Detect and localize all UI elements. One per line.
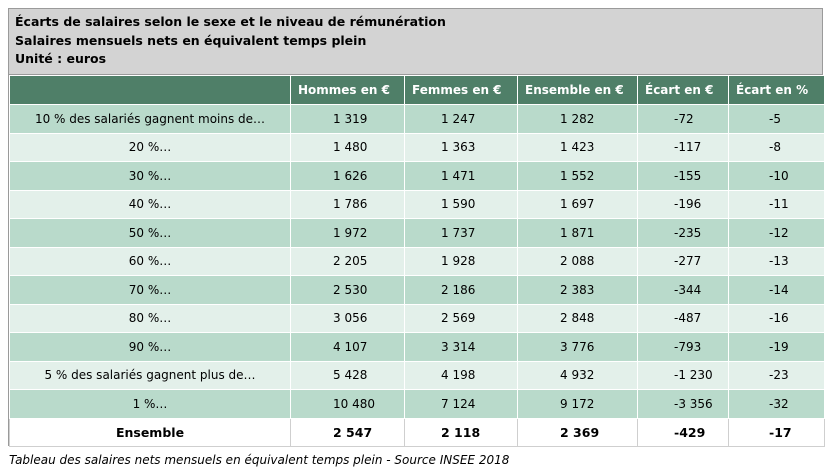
row-label: 30 %… bbox=[9, 161, 291, 191]
table-row: 80 %… 3 056 2 569 2 848 -487 -16 bbox=[9, 303, 825, 333]
table-row: 40 %… 1 786 1 590 1 697 -196 -11 bbox=[9, 189, 825, 219]
ecart-pct-cell: -14 bbox=[728, 275, 825, 305]
table-row: 90 %… 4 107 3 314 3 776 -793 -19 bbox=[9, 332, 825, 362]
ensemble-cell: 1 282 bbox=[517, 104, 638, 134]
table-row: 5 % des salariés gagnent plus de… 5 428 4 … bbox=[9, 360, 825, 390]
table-subtitle: Salaires mensuels nets en équivalent tem… bbox=[15, 32, 367, 48]
ecart-pct-cell: -5 bbox=[728, 104, 825, 134]
femmes-cell: 1 928 bbox=[404, 246, 518, 276]
femmes-cell: 1 737 bbox=[404, 218, 518, 248]
row-label: 10 % des salariés gagnent moins de… bbox=[9, 104, 291, 134]
total-ecart-pct-cell: -17 bbox=[728, 417, 825, 447]
hommes-cell: 10 480 bbox=[290, 389, 405, 419]
ensemble-cell: 2 848 bbox=[517, 303, 638, 333]
femmes-cell: 1 363 bbox=[404, 132, 518, 162]
table-row: 50 %… 1 972 1 737 1 871 -235 -12 bbox=[9, 218, 825, 248]
table-caption: Tableau des salaires nets mensuels en éq… bbox=[9, 453, 510, 467]
femmes-cell: 1 471 bbox=[404, 161, 518, 191]
ecart-euros-cell: -235 bbox=[637, 218, 729, 248]
femmes-cell: 4 198 bbox=[404, 360, 518, 390]
ensemble-cell: 9 172 bbox=[517, 389, 638, 419]
row-label: 50 %… bbox=[9, 218, 291, 248]
femmes-cell: 7 124 bbox=[404, 389, 518, 419]
ecart-pct-cell: -23 bbox=[728, 360, 825, 390]
ecart-euros-cell: -793 bbox=[637, 332, 729, 362]
ecart-euros-cell: -155 bbox=[637, 161, 729, 191]
row-label: 80 %… bbox=[9, 303, 291, 333]
hommes-cell: 1 480 bbox=[290, 132, 405, 162]
table-row: 70 %… 2 530 2 186 2 383 -344 -14 bbox=[9, 275, 825, 305]
hommes-cell: 5 428 bbox=[290, 360, 405, 390]
table-row: 60 %… 2 205 1 928 2 088 -277 -13 bbox=[9, 246, 825, 276]
column-header-ecart-euros: Écart en € bbox=[637, 75, 729, 105]
ensemble-cell: 1 871 bbox=[517, 218, 638, 248]
femmes-cell: 1 247 bbox=[404, 104, 518, 134]
ecart-pct-cell: -8 bbox=[728, 132, 825, 162]
total-row-label: Ensemble bbox=[9, 417, 291, 447]
ecart-pct-cell: -12 bbox=[728, 218, 825, 248]
ecart-pct-cell: -16 bbox=[728, 303, 825, 333]
total-ecart-euros-cell: -429 bbox=[637, 417, 729, 447]
table-title: Écarts de salaires selon le sexe et le n… bbox=[15, 14, 446, 29]
ensemble-cell: 4 932 bbox=[517, 360, 638, 390]
salary-table-frame: Écarts de salaires selon le sexe et le n… bbox=[8, 8, 825, 447]
femmes-cell: 1 590 bbox=[404, 189, 518, 219]
hommes-cell: 1 786 bbox=[290, 189, 405, 219]
ensemble-cell: 2 383 bbox=[517, 275, 638, 305]
table-row: 10 % des salariés gagnent moins de… 1 319… bbox=[9, 104, 825, 134]
row-label: 40 %… bbox=[9, 189, 291, 219]
femmes-cell: 2 186 bbox=[404, 275, 518, 305]
total-hommes-cell: 2 547 bbox=[290, 417, 405, 447]
total-ensemble-cell: 2 369 bbox=[517, 417, 638, 447]
table-title-box: Écarts de salaires selon le sexe et le n… bbox=[9, 9, 822, 75]
ecart-euros-cell: -72 bbox=[637, 104, 729, 134]
ecart-euros-cell: -3 356 bbox=[637, 389, 729, 419]
row-label: 70 %… bbox=[9, 275, 291, 305]
row-label: 20 %… bbox=[9, 132, 291, 162]
hommes-cell: 3 056 bbox=[290, 303, 405, 333]
hommes-cell: 1 972 bbox=[290, 218, 405, 248]
salary-table: Hommes en € Femmes en € Ensemble en € Éc… bbox=[9, 75, 825, 447]
row-label: 5 % des salariés gagnent plus de… bbox=[9, 360, 291, 390]
ecart-euros-cell: -117 bbox=[637, 132, 729, 162]
ecart-pct-cell: -19 bbox=[728, 332, 825, 362]
ensemble-cell: 1 552 bbox=[517, 161, 638, 191]
row-label: 90 %… bbox=[9, 332, 291, 362]
table-row: 30 %… 1 626 1 471 1 552 -155 -10 bbox=[9, 161, 825, 191]
ensemble-cell: 1 423 bbox=[517, 132, 638, 162]
table-header-row: Hommes en € Femmes en € Ensemble en € Éc… bbox=[9, 75, 825, 105]
hommes-cell: 2 205 bbox=[290, 246, 405, 276]
ecart-euros-cell: -196 bbox=[637, 189, 729, 219]
ecart-euros-cell: -1 230 bbox=[637, 360, 729, 390]
ecart-euros-cell: -277 bbox=[637, 246, 729, 276]
ecart-euros-cell: -344 bbox=[637, 275, 729, 305]
hommes-cell: 1 319 bbox=[290, 104, 405, 134]
ensemble-cell: 1 697 bbox=[517, 189, 638, 219]
hommes-cell: 4 107 bbox=[290, 332, 405, 362]
total-femmes-cell: 2 118 bbox=[404, 417, 518, 447]
column-header-ecart-pct: Écart en % bbox=[728, 75, 825, 105]
table-total-row: Ensemble 2 547 2 118 2 369 -429 -17 bbox=[9, 417, 825, 447]
column-header-femmes: Femmes en € bbox=[404, 75, 518, 105]
ecart-pct-cell: -11 bbox=[728, 189, 825, 219]
table-row: 20 %… 1 480 1 363 1 423 -117 -8 bbox=[9, 132, 825, 162]
table-unit: Unité : euros bbox=[15, 51, 107, 66]
column-header-ensemble: Ensemble en € bbox=[517, 75, 638, 105]
table-row: 1 %… 10 480 7 124 9 172 -3 356 -32 bbox=[9, 389, 825, 419]
column-header-hommes: Hommes en € bbox=[290, 75, 405, 105]
ecart-pct-cell: -10 bbox=[728, 161, 825, 191]
row-label: 60 %… bbox=[9, 246, 291, 276]
ensemble-cell: 2 088 bbox=[517, 246, 638, 276]
ecart-pct-cell: -32 bbox=[728, 389, 825, 419]
femmes-cell: 2 569 bbox=[404, 303, 518, 333]
femmes-cell: 3 314 bbox=[404, 332, 518, 362]
ecart-pct-cell: -13 bbox=[728, 246, 825, 276]
ecart-euros-cell: -487 bbox=[637, 303, 729, 333]
ensemble-cell: 3 776 bbox=[517, 332, 638, 362]
hommes-cell: 1 626 bbox=[290, 161, 405, 191]
hommes-cell: 2 530 bbox=[290, 275, 405, 305]
row-label: 1 %… bbox=[9, 389, 291, 419]
column-header-label bbox=[9, 75, 291, 105]
